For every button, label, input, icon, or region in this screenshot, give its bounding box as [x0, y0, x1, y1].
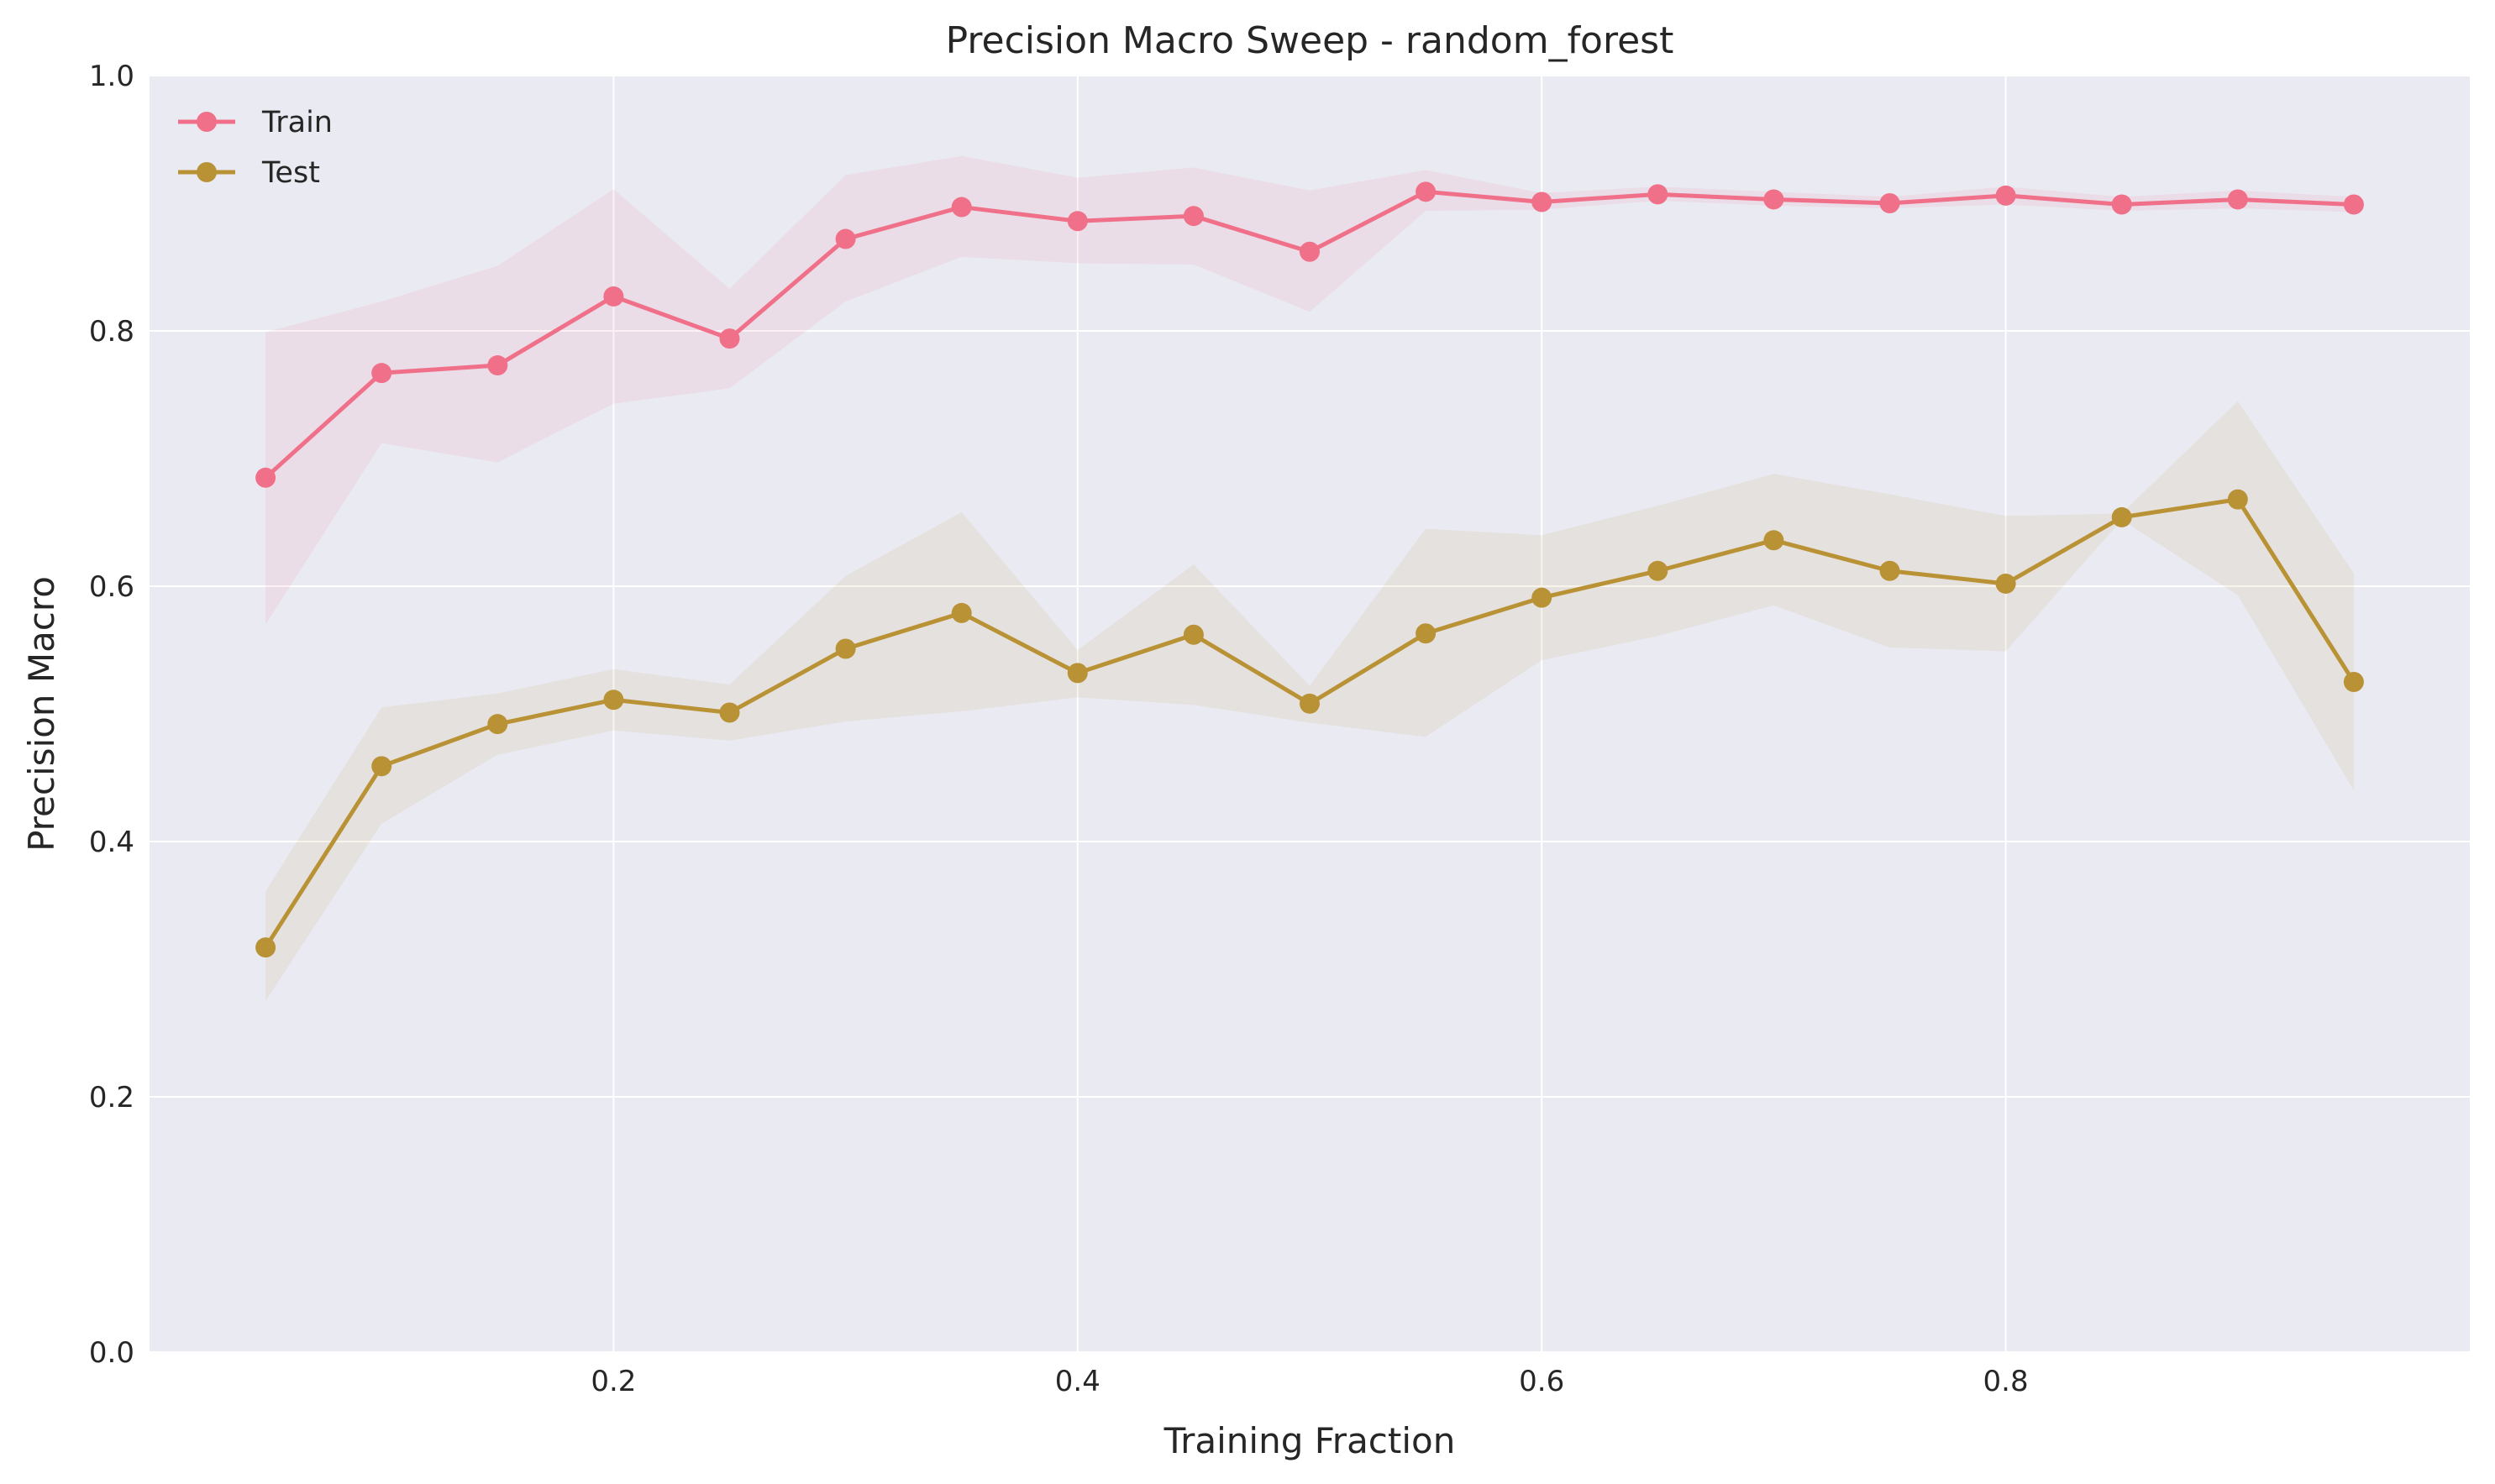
y-tick-label: 0.2 — [89, 1081, 134, 1114]
test-legend-marker — [197, 162, 217, 182]
train-data-point — [951, 197, 972, 218]
chart-title: Precision Macro Sweep - random_forest — [946, 19, 1674, 62]
train-data-point — [1531, 191, 1552, 212]
train-data-point — [371, 363, 392, 384]
tick-labels: 0.2 0.4 0.6 0.8 0.0 0.2 0.4 0.6 0.8 1.0 — [89, 60, 2029, 1398]
train-data-point — [1067, 211, 1088, 232]
test-data-point — [1763, 530, 1784, 551]
x-tick-label: 0.4 — [1055, 1365, 1100, 1398]
y-tick-label: 0.6 — [89, 570, 134, 604]
x-tick-label: 0.8 — [1983, 1365, 2029, 1398]
train-data-point — [1300, 241, 1320, 262]
test-data-point — [2227, 489, 2248, 510]
y-tick-label: 0.4 — [89, 826, 134, 859]
x-axis-label: Training Fraction — [1163, 1420, 1456, 1461]
y-tick-label: 1.0 — [89, 60, 134, 93]
train-data-point — [1416, 181, 1437, 202]
test-data-point — [1995, 573, 2016, 594]
train-legend-marker — [197, 112, 217, 132]
test-legend-label: Test — [261, 156, 320, 190]
test-data-point — [1531, 587, 1552, 608]
y-axis-label: Precision Macro — [21, 576, 62, 852]
train-confidence-band — [265, 155, 2354, 625]
test-data-point — [835, 638, 856, 659]
test-data-point — [1647, 560, 1668, 581]
test-data-point — [1300, 693, 1320, 714]
x-tick-label: 0.2 — [591, 1365, 636, 1398]
train-data-point — [2227, 189, 2248, 210]
train-legend-label: Train — [261, 106, 333, 139]
train-data-point — [603, 286, 624, 307]
train-data-point — [2111, 194, 2132, 215]
test-data-point — [1067, 663, 1088, 684]
x-tick-label: 0.6 — [1519, 1365, 1564, 1398]
grid-lines — [150, 75, 2470, 1353]
legend: Train Test — [178, 106, 333, 190]
train-data-point — [1763, 189, 1784, 210]
train-data-point — [1879, 193, 1900, 213]
train-data-point — [487, 355, 508, 376]
test-data-point — [1416, 623, 1437, 644]
test-data-point — [603, 690, 624, 711]
y-tick-label: 0.0 — [89, 1336, 134, 1370]
test-data-point — [2111, 506, 2132, 527]
series-markers — [255, 181, 2364, 958]
test-data-point — [719, 702, 740, 723]
test-data-point — [487, 714, 508, 735]
train-data-point — [835, 228, 856, 249]
train-data-point — [255, 467, 276, 488]
test-data-point — [371, 756, 392, 777]
train-data-point — [1647, 184, 1668, 205]
train-data-point — [1995, 185, 2016, 206]
test-data-point — [255, 937, 276, 958]
train-data-point — [719, 328, 740, 349]
test-data-point — [1879, 560, 1900, 581]
y-tick-label: 0.8 — [89, 315, 134, 349]
test-data-point — [2343, 672, 2364, 692]
test-data-point — [951, 602, 972, 623]
train-data-point — [1183, 206, 1204, 227]
test-data-point — [1183, 624, 1204, 645]
train-data-point — [2343, 194, 2364, 215]
